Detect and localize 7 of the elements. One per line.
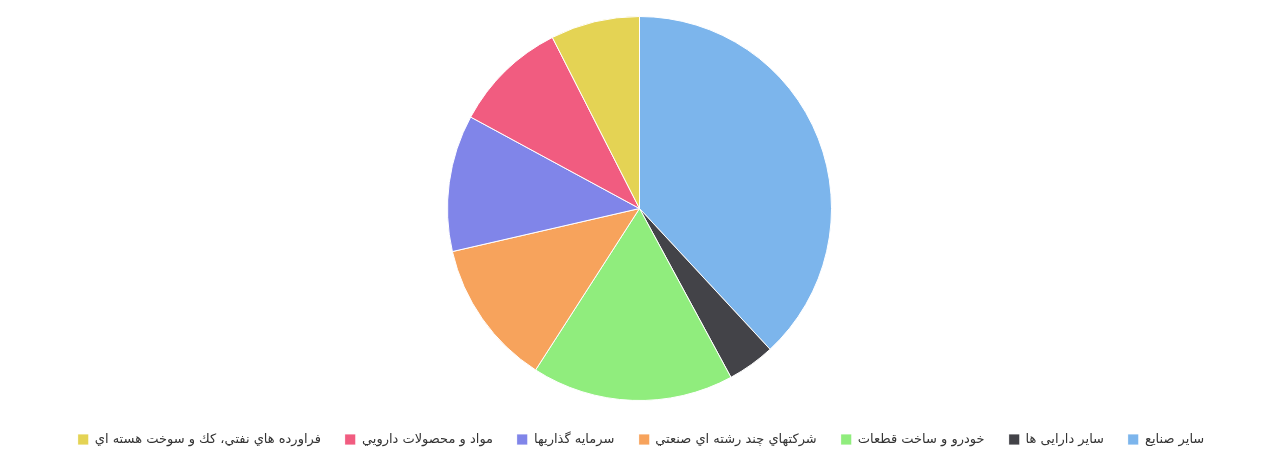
legend-label: سرمايه گذاريها	[534, 431, 615, 446]
legend-label: سایر صنایع	[1145, 431, 1205, 446]
legend-label: مواد و محصولات دارويي	[361, 431, 494, 446]
legend-label: سایر دارایی ها	[1025, 431, 1105, 446]
legend-label: شرکتهاي چند رشته اي صنعتي	[655, 431, 817, 446]
legend-label: فراورده هاي نفتي، كك و سوخت هسته اي	[94, 431, 321, 446]
legend-label: خودرو و ساخت قطعات	[857, 431, 985, 446]
